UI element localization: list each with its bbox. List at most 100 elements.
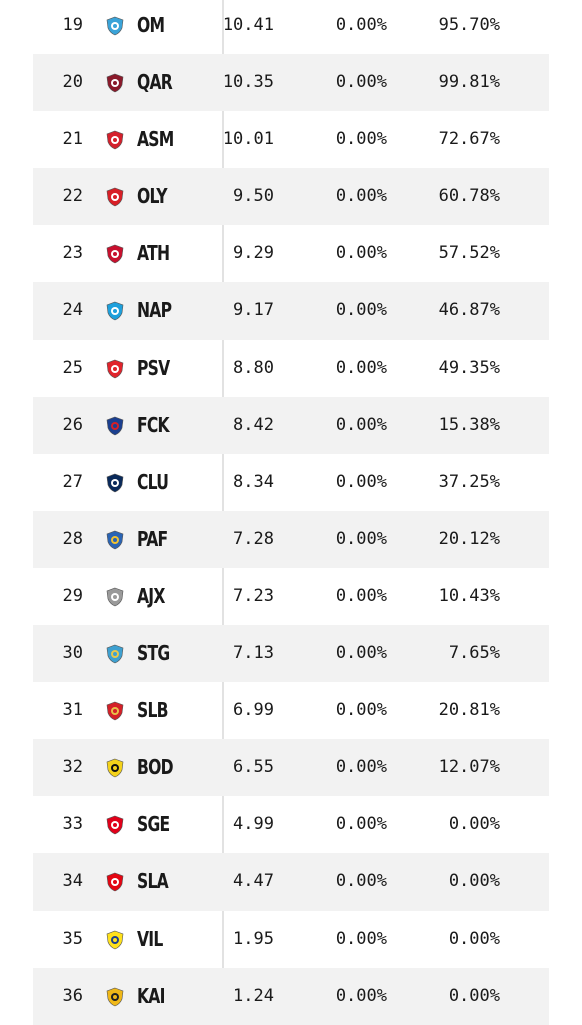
table-row[interactable]: 30 STG 7.13 0.00% 7.65%: [33, 625, 549, 683]
value-cell-3: 10.43%: [438, 585, 500, 606]
value-cell-3: 95.70%: [438, 15, 500, 35]
rank-cell: 33: [62, 814, 83, 835]
value-cell-2: 0.00%: [335, 15, 387, 35]
table-row[interactable]: 24 NAP 9.17 0.00% 46.87%: [33, 282, 549, 340]
value-cell-1: 4.99: [233, 814, 274, 835]
value-cell-1: 10.01: [222, 129, 274, 150]
fck-crest-icon: [105, 416, 125, 436]
team-abbreviation[interactable]: STG: [137, 641, 170, 666]
value-cell-1: 6.99: [233, 700, 274, 721]
rank-cell: 20: [62, 72, 83, 93]
table-row[interactable]: 21 ASM 10.01 0.00% 72.67%: [33, 111, 549, 168]
rank-cell: 34: [62, 871, 83, 892]
value-cell-2: 0.00%: [335, 757, 387, 778]
team-abbreviation[interactable]: ATH: [137, 241, 170, 266]
team-abbreviation[interactable]: OM: [137, 13, 165, 37]
bod-crest-icon: [105, 758, 125, 778]
rank-cell: 32: [62, 757, 83, 778]
value-cell-3: 15.38%: [438, 414, 500, 435]
value-cell-3: 20.12%: [438, 528, 500, 549]
team-abbreviation[interactable]: ASM: [137, 127, 174, 152]
team-abbreviation[interactable]: SLB: [137, 698, 169, 723]
table-row[interactable]: 29 AJX 7.23 0.00% 10.43%: [33, 568, 549, 625]
value-cell-3: 7.65%: [448, 643, 500, 664]
kai-crest-icon: [105, 987, 125, 1007]
value-cell-1: 4.47: [233, 871, 274, 892]
value-cell-2: 0.00%: [335, 357, 387, 378]
table-row[interactable]: 19 OM 10.41 0.00% 95.70%: [33, 0, 549, 54]
value-cell-2: 0.00%: [335, 72, 387, 93]
table-body: 19 OM 10.41 0.00% 95.70% 20 QAR 10.35 0.00% 99.81…: [33, 0, 549, 1025]
rank-cell: 21: [62, 129, 83, 150]
table-row[interactable]: 35 VIL 1.95 0.00% 0.00%: [33, 911, 549, 968]
table-row[interactable]: 34 SLA 4.47 0.00% 0.00%: [33, 853, 549, 911]
table-row[interactable]: 25 PSV 8.80 0.00% 49.35%: [33, 340, 549, 397]
value-cell-2: 0.00%: [335, 700, 387, 721]
value-cell-2: 0.00%: [335, 985, 387, 1006]
om-crest-icon: [105, 16, 125, 36]
value-cell-1: 10.41: [222, 15, 274, 35]
team-abbreviation[interactable]: SGE: [137, 812, 170, 837]
clu-crest-icon: [105, 473, 125, 493]
table-row[interactable]: 36 KAI 1.24 0.00% 0.00%: [33, 967, 549, 1025]
value-cell-1: 9.17: [233, 300, 274, 321]
sge-crest-icon: [105, 815, 125, 835]
value-cell-2: 0.00%: [335, 814, 387, 835]
table-row[interactable]: 26 FCK 8.42 0.00% 15.38%: [33, 396, 549, 454]
table-row[interactable]: 28 PAF 7.28 0.00% 20.12%: [33, 510, 549, 568]
value-cell-1: 9.29: [233, 243, 274, 264]
value-cell-3: 0.00%: [448, 928, 500, 949]
team-abbreviation[interactable]: CLU: [137, 469, 169, 494]
team-abbreviation[interactable]: KAI: [137, 983, 165, 1008]
rank-cell: 22: [62, 186, 83, 207]
ath-crest-icon: [105, 244, 125, 264]
qar-crest-icon: [105, 73, 125, 93]
table-row[interactable]: 20 QAR 10.35 0.00% 99.81%: [33, 54, 549, 112]
rank-cell: 31: [62, 700, 83, 721]
value-cell-2: 0.00%: [335, 471, 387, 492]
table-row[interactable]: 27 CLU 8.34 0.00% 37.25%: [33, 454, 549, 511]
value-cell-2: 0.00%: [335, 300, 387, 321]
table-row[interactable]: 22 OLY 9.50 0.00% 60.78%: [33, 168, 549, 226]
rank-cell: 24: [62, 300, 83, 321]
team-abbreviation[interactable]: OLY: [137, 184, 168, 209]
team-abbreviation[interactable]: SLA: [137, 869, 169, 894]
table-row[interactable]: 31 SLB 6.99 0.00% 20.81%: [33, 682, 549, 739]
ajx-crest-icon: [105, 587, 125, 607]
stg-crest-icon: [105, 644, 125, 664]
nap-crest-icon: [105, 301, 125, 321]
team-abbreviation[interactable]: BOD: [137, 755, 174, 780]
oly-crest-icon: [105, 187, 125, 207]
value-cell-2: 0.00%: [335, 129, 387, 150]
value-cell-3: 12.07%: [438, 757, 500, 778]
value-cell-3: 46.87%: [438, 300, 500, 321]
sla-crest-icon: [105, 872, 125, 892]
value-cell-2: 0.00%: [335, 928, 387, 949]
team-abbreviation[interactable]: QAR: [137, 70, 173, 95]
value-cell-3: 60.78%: [438, 186, 500, 207]
team-abbreviation[interactable]: VIL: [137, 926, 163, 951]
rank-cell: 26: [62, 414, 83, 435]
team-abbreviation[interactable]: PAF: [137, 526, 168, 551]
value-cell-3: 0.00%: [448, 985, 500, 1006]
value-cell-3: 20.81%: [438, 700, 500, 721]
table-row[interactable]: 32 BOD 6.55 0.00% 12.07%: [33, 739, 549, 797]
value-cell-2: 0.00%: [335, 186, 387, 207]
table-row[interactable]: 23 ATH 9.29 0.00% 57.52%: [33, 225, 549, 282]
value-cell-1: 7.28: [233, 528, 274, 549]
vil-crest-icon: [105, 930, 125, 950]
value-cell-1: 8.42: [233, 414, 274, 435]
value-cell-1: 9.50: [233, 186, 274, 207]
value-cell-1: 6.55: [233, 757, 274, 778]
value-cell-3: 99.81%: [438, 72, 500, 93]
value-cell-1: 10.35: [222, 72, 274, 93]
column-divider: [222, 0, 224, 1021]
team-abbreviation[interactable]: PSV: [137, 355, 170, 380]
team-abbreviation[interactable]: AJX: [137, 583, 165, 608]
rank-cell: 23: [62, 243, 83, 264]
table-row[interactable]: 33 SGE 4.99 0.00% 0.00%: [33, 796, 549, 853]
team-abbreviation[interactable]: NAP: [137, 298, 172, 323]
value-cell-3: 57.52%: [438, 243, 500, 264]
team-abbreviation[interactable]: FCK: [137, 412, 170, 437]
rank-cell: 19: [62, 15, 83, 35]
